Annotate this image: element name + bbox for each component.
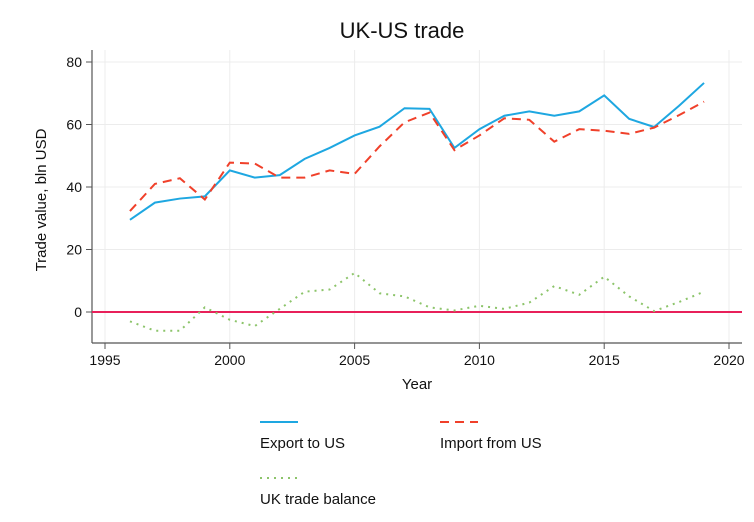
- x-tick-label: 2015: [589, 352, 620, 368]
- y-axis-label: Trade value, bln USD: [33, 128, 50, 271]
- legend-label: Import from US: [440, 435, 542, 452]
- series-line-uk-trade-balance: [129, 271, 705, 332]
- x-tick-label: 2020: [713, 352, 744, 368]
- y-tick-label: 40: [66, 179, 82, 195]
- chart-title: UK-US trade: [340, 18, 465, 43]
- legend-label: UK trade balance: [260, 491, 376, 508]
- y-tick-label: 80: [66, 54, 82, 70]
- series-line-export-to-us: [129, 82, 705, 221]
- series-line-import-from-us: [129, 100, 705, 212]
- y-tick-label: 60: [66, 117, 82, 133]
- x-axis-label: Year: [402, 376, 432, 393]
- legend: Export to US Import from US UK trade balan…: [260, 421, 542, 508]
- x-tick-label: 1995: [89, 352, 120, 368]
- x-tick-label: 2005: [339, 352, 370, 368]
- x-tick-label: 2000: [214, 352, 245, 368]
- x-tick-label: 2010: [464, 352, 495, 368]
- legend-label: Export to US: [260, 435, 345, 452]
- y-tick-label: 20: [66, 242, 82, 258]
- y-tick-label: 0: [74, 304, 82, 320]
